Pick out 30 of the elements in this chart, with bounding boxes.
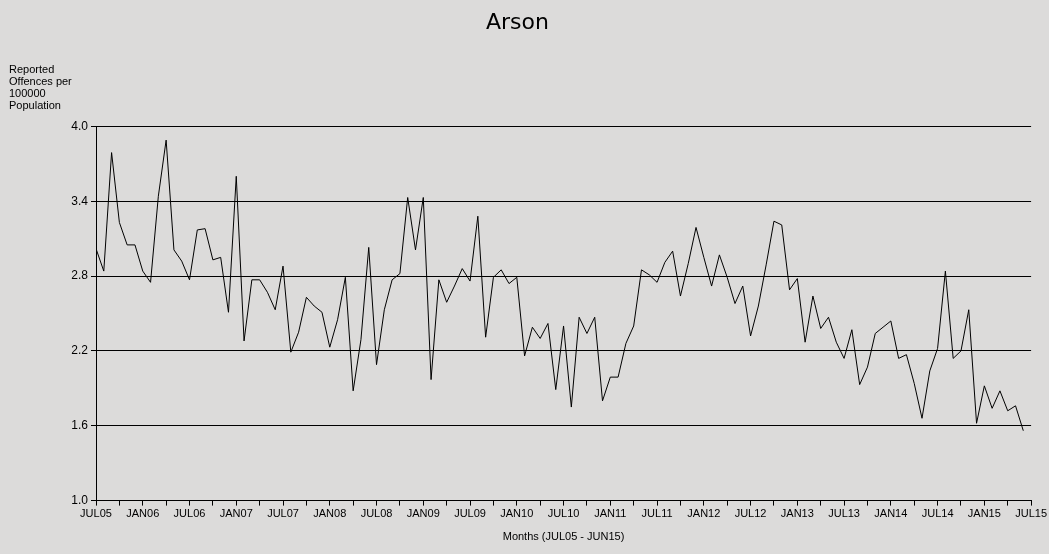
x-tick-label: JAN09	[406, 507, 440, 520]
y-tick-label: 4.0	[71, 118, 89, 133]
x-tick-label: JUL15	[1015, 507, 1047, 520]
x-tick-label: JUL13	[828, 507, 860, 520]
y-tick-label: 1.0	[71, 492, 89, 507]
x-tick-label: JUL06	[173, 507, 206, 520]
x-tick-label: JAN07	[219, 507, 253, 520]
chart-title: Arson	[486, 8, 549, 34]
x-tick-label: JUL07	[267, 507, 299, 520]
x-tick-label: JAN10	[500, 507, 534, 520]
y-tick-label: 1.6	[71, 418, 89, 433]
x-tick-label: JUL12	[734, 507, 767, 520]
x-tick-label: JAN08	[313, 507, 347, 520]
x-tick-label: JUL08	[360, 507, 393, 520]
x-tick-label: JAN11	[594, 507, 627, 520]
x-tick-label: JUL14	[921, 507, 954, 520]
x-axis-title: Months (JUL05 - JUN15)	[502, 530, 625, 543]
x-tick-label: JAN15	[967, 507, 1001, 520]
x-tick-label: JAN14	[874, 507, 908, 520]
y-tick-label: 2.2	[71, 343, 89, 358]
x-tick-label: JUL11	[641, 507, 673, 520]
y-tick-label: 2.8	[71, 268, 89, 283]
x-tick-label: JAN13	[780, 507, 814, 520]
y-tick-label: 3.4	[71, 193, 89, 208]
x-tick-label: JAN06	[126, 507, 160, 520]
y-axis-title: Reported Offences per 100000 Population	[9, 63, 73, 111]
x-tick-label: JUL10	[547, 507, 580, 520]
x-tick-label: JUL09	[454, 507, 486, 520]
x-tick-label: JUL05	[80, 507, 112, 520]
x-tick-label: JAN12	[687, 507, 721, 520]
